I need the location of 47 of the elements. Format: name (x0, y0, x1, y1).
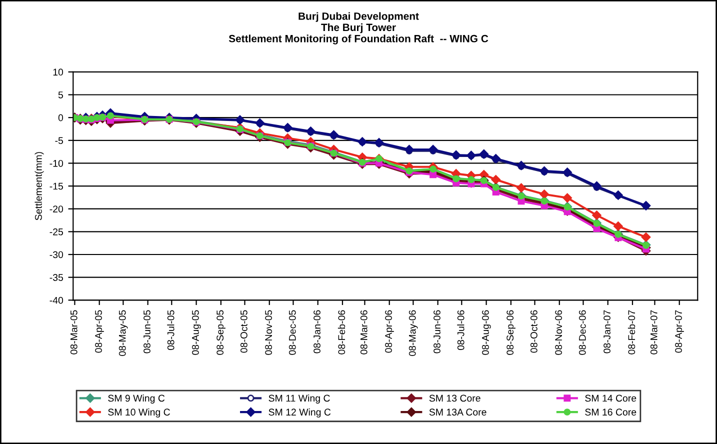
x-tick-label: 08-Sep-06 (506, 310, 516, 355)
legend-label: SM 16 Core (585, 408, 636, 416)
x-tick-label: 08-Jun-05 (144, 310, 150, 354)
y-tick-label: -30 (50, 251, 64, 258)
x-tick-label: 08-Sep-05 (216, 310, 226, 355)
x-tick-label: 08-Mar-05 (70, 310, 78, 354)
x-tick-label: 08-May-05 (118, 310, 128, 356)
x-tick-label: 08-May-06 (408, 310, 418, 356)
x-tick-label: 08-Oct-06 (530, 310, 538, 353)
legend-label: SM 10 Wing C (108, 408, 170, 418)
x-tick-label: 08-Oct-05 (240, 310, 248, 353)
x-tick-label: 08-Aug-05 (192, 310, 201, 355)
y-tick-label: -20 (50, 206, 64, 212)
x-tick-label: 08-Aug-06 (482, 310, 491, 355)
y-tick-label: -10 (50, 160, 64, 167)
y-tick-label: -40 (50, 296, 64, 304)
x-tick-label: 08-Jan-07 (604, 310, 610, 354)
x-tick-label: 08-Jan-06 (314, 310, 320, 354)
x-tick-label: 08-Jul-06 (457, 310, 464, 350)
legend-label: SM 9 Wing C (108, 394, 165, 404)
legend-label: SM 12 Wing C (268, 408, 331, 418)
y-tick-label: -35 (50, 274, 64, 281)
x-tick-label: 08-Dec-06 (578, 310, 586, 355)
y-tick-label: 5 (58, 92, 64, 98)
x-tick-label: 08-Nov-06 (555, 310, 562, 355)
chart-title: Burj Dubai Development The Burj Tower Settlement Monitoring of Foundation Raft -- WING C (228, 12, 488, 44)
legend-label: SM 14 Core (585, 394, 636, 402)
y-axis-title: Settlement(mm) (34, 152, 44, 220)
x-tick-label: 08-Apr-07 (675, 310, 684, 353)
x-tick-label: 08-Nov-05 (265, 310, 272, 355)
y-tick-label: 0 (58, 114, 64, 122)
x-tick-label: 08-Mar-07 (650, 310, 658, 354)
x-tick-label: 08-Apr-05 (95, 310, 104, 353)
legend-label: SM 13 Core (429, 394, 480, 402)
x-tick-label: 08-Apr-06 (385, 310, 394, 353)
legend-label: SM 11 Wing C (268, 394, 330, 404)
x-tick-label: 08-Jul-05 (167, 310, 174, 350)
y-tick-label: 10 (53, 68, 64, 76)
x-tick-label: 08-Feb-06 (338, 310, 346, 354)
y-tick-label: -25 (50, 228, 64, 236)
y-tick-label: -15 (50, 182, 64, 190)
legend-label: SM 13A Core (429, 408, 486, 416)
x-tick-label: 08-Jun-06 (434, 310, 440, 354)
x-tick-label: 08-Feb-07 (628, 310, 636, 354)
y-tick-label: -5 (55, 137, 64, 144)
x-tick-label: 08-Dec-05 (288, 310, 296, 355)
x-tick-label: 08-Mar-06 (360, 310, 368, 354)
